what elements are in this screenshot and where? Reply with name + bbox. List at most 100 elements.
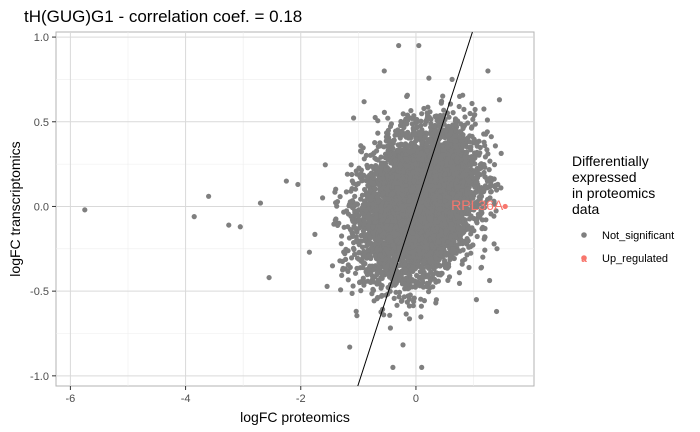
point-not-significant xyxy=(468,231,474,237)
point-not-significant xyxy=(363,207,369,213)
point-not-significant xyxy=(345,262,351,268)
point-not-significant xyxy=(479,205,485,212)
point-not-significant xyxy=(354,171,360,177)
point-not-significant xyxy=(498,185,504,191)
point-not-significant xyxy=(481,169,487,176)
point-not-significant xyxy=(406,316,413,322)
point-not-significant xyxy=(322,162,328,168)
point-not-significant xyxy=(433,113,440,119)
point-not-significant xyxy=(426,289,432,295)
point-not-significant xyxy=(425,104,431,110)
point-not-significant xyxy=(446,114,452,120)
point-not-significant xyxy=(387,274,393,280)
point-not-significant xyxy=(424,280,430,286)
point-not-significant xyxy=(493,208,499,214)
point-not-significant xyxy=(418,123,424,129)
point-not-significant xyxy=(356,165,362,171)
point-not-significant xyxy=(375,130,381,136)
point-not-significant xyxy=(352,251,358,257)
point-not-significant xyxy=(370,267,376,273)
point-not-significant xyxy=(482,247,488,253)
point-not-significant xyxy=(349,229,355,236)
point-not-significant xyxy=(340,267,346,273)
point-not-significant xyxy=(494,246,500,252)
point-not-significant xyxy=(339,233,345,239)
point-not-significant xyxy=(419,277,425,284)
point-not-significant xyxy=(350,283,356,289)
point-not-significant xyxy=(478,264,485,270)
point-not-significant xyxy=(343,189,349,195)
point-not-significant xyxy=(440,93,446,99)
point-not-significant xyxy=(418,303,424,309)
point-not-significant xyxy=(312,231,318,237)
point-not-significant xyxy=(338,287,344,293)
point-not-significant xyxy=(370,287,377,293)
point-not-significant xyxy=(466,264,472,271)
point-not-significant xyxy=(426,75,432,81)
point-not-significant xyxy=(372,140,378,146)
point-not-significant xyxy=(481,106,487,112)
point-not-significant xyxy=(467,110,473,117)
point-not-significant xyxy=(461,124,467,130)
point-not-significant xyxy=(349,255,355,261)
point-not-significant xyxy=(401,294,407,300)
point-not-significant xyxy=(452,118,458,124)
point-not-significant xyxy=(401,124,407,131)
point-not-significant xyxy=(394,302,400,308)
point-not-significant xyxy=(339,272,345,278)
point-not-significant xyxy=(498,150,504,156)
point-not-significant xyxy=(439,98,445,104)
point-not-significant xyxy=(379,292,385,299)
point-not-significant xyxy=(354,313,360,319)
point-not-significant xyxy=(391,151,397,157)
point-not-significant xyxy=(324,283,330,289)
point-not-significant xyxy=(320,195,326,201)
point-not-significant xyxy=(358,232,364,239)
point-not-significant xyxy=(346,235,352,241)
point-not-significant xyxy=(358,148,364,154)
point-not-significant xyxy=(379,275,385,281)
point-not-significant xyxy=(403,311,409,317)
point-not-significant xyxy=(364,267,370,273)
point-not-significant xyxy=(348,162,354,168)
point-not-significant xyxy=(421,105,427,112)
point-not-significant xyxy=(484,147,490,153)
point-not-significant xyxy=(355,181,361,187)
point-not-significant xyxy=(375,143,381,150)
point-not-significant xyxy=(365,192,371,198)
point-not-significant xyxy=(433,300,439,306)
point-not-significant xyxy=(463,221,469,227)
point-not-significant xyxy=(479,226,485,232)
point-not-significant xyxy=(359,192,365,198)
point-not-significant xyxy=(483,200,489,206)
point-not-significant xyxy=(484,117,490,123)
point-not-significant xyxy=(386,138,392,144)
point-not-significant xyxy=(373,215,379,221)
point-not-significant xyxy=(419,111,425,117)
point-not-significant xyxy=(375,294,381,301)
point-not-significant xyxy=(361,156,367,162)
point-not-significant xyxy=(357,279,363,285)
point-not-significant xyxy=(385,115,391,121)
point-not-significant xyxy=(381,312,387,318)
point-not-significant xyxy=(470,116,476,122)
point-not-significant xyxy=(477,166,483,172)
point-not-significant xyxy=(356,249,362,255)
point-not-significant xyxy=(400,342,406,348)
point-not-significant xyxy=(358,288,364,294)
point-not-significant xyxy=(341,224,347,230)
point-not-significant xyxy=(349,171,355,178)
point-not-significant xyxy=(471,112,477,118)
point-not-significant xyxy=(487,158,493,164)
point-not-significant xyxy=(460,247,466,253)
point-not-significant xyxy=(418,118,424,124)
point-not-significant xyxy=(400,111,406,117)
point-not-significant xyxy=(345,277,351,283)
point-not-significant xyxy=(367,152,374,158)
point-not-significant xyxy=(474,233,480,240)
point-not-significant xyxy=(487,277,493,284)
point-not-significant xyxy=(353,308,359,314)
point-not-significant xyxy=(494,187,500,193)
point-not-significant xyxy=(371,298,377,304)
